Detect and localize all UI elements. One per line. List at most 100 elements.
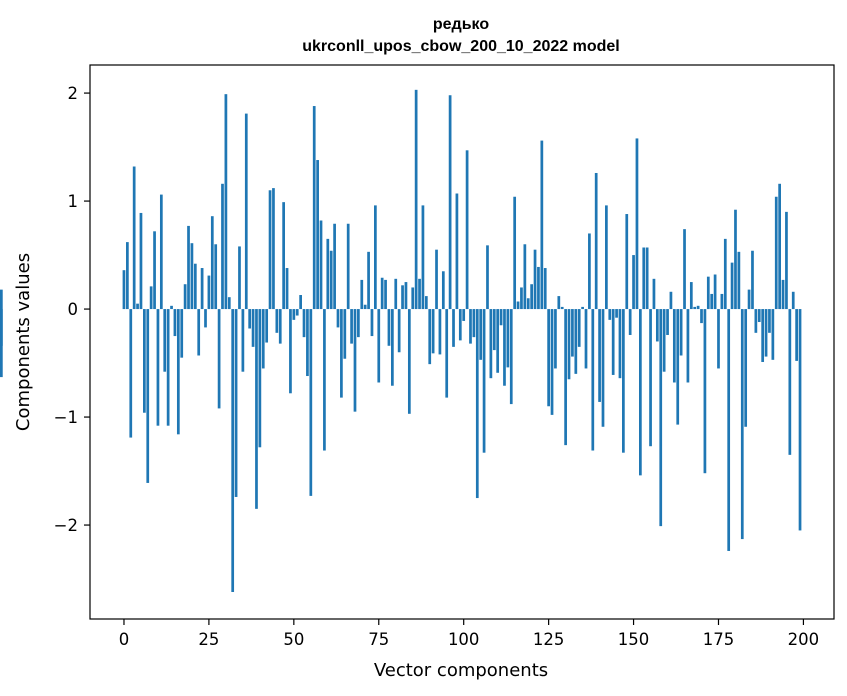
bar xyxy=(255,309,258,509)
bar xyxy=(404,282,408,310)
bar xyxy=(343,309,347,359)
bar xyxy=(526,298,530,310)
bar xyxy=(676,309,680,425)
bar xyxy=(475,309,479,499)
y-tick-label: 1 xyxy=(68,192,79,211)
bar xyxy=(272,188,275,310)
bar xyxy=(180,309,184,358)
bar xyxy=(193,263,197,310)
bar xyxy=(717,309,720,369)
bar xyxy=(292,309,296,320)
bar xyxy=(547,309,550,407)
bar xyxy=(645,247,649,310)
bar xyxy=(513,196,517,310)
bar xyxy=(397,309,401,353)
x-tick-label: 175 xyxy=(703,630,735,649)
bar xyxy=(781,279,785,310)
bar xyxy=(632,255,635,310)
bar xyxy=(407,309,411,414)
bar xyxy=(346,223,350,310)
bar xyxy=(649,309,652,447)
bar xyxy=(401,285,404,310)
bar xyxy=(414,89,418,310)
bar xyxy=(190,243,194,310)
bar xyxy=(234,309,238,497)
bar xyxy=(122,270,126,310)
bar xyxy=(187,225,190,310)
bar xyxy=(357,309,360,338)
bar xyxy=(489,309,493,379)
bar xyxy=(312,106,316,310)
bar xyxy=(448,95,452,310)
bar xyxy=(710,293,714,310)
plot-frame xyxy=(89,64,835,620)
bar xyxy=(601,309,605,427)
bar xyxy=(173,309,177,337)
bar xyxy=(605,205,608,310)
bar xyxy=(268,190,272,310)
bar xyxy=(200,268,204,310)
bar xyxy=(299,295,302,310)
bar xyxy=(350,309,353,344)
bar xyxy=(176,309,180,435)
bar xyxy=(251,309,255,347)
bar xyxy=(778,183,781,310)
bar xyxy=(537,266,540,310)
bar xyxy=(618,309,622,379)
bar xyxy=(214,244,218,310)
bar xyxy=(156,309,160,426)
bar xyxy=(431,309,435,354)
x-tick-label: 50 xyxy=(283,630,304,649)
bar xyxy=(336,309,340,328)
bar xyxy=(210,216,214,310)
bar xyxy=(285,268,289,310)
bar xyxy=(486,245,489,310)
bar xyxy=(204,309,207,328)
bar xyxy=(421,205,425,310)
bar xyxy=(482,309,486,453)
bar xyxy=(662,309,666,372)
bar xyxy=(136,303,139,310)
bar xyxy=(591,309,595,451)
bar xyxy=(730,262,734,310)
bar xyxy=(469,309,472,344)
bar xyxy=(424,296,428,310)
bar xyxy=(411,287,415,310)
bar xyxy=(241,309,245,372)
x-tick-label: 75 xyxy=(368,630,389,649)
bar xyxy=(571,309,574,357)
chart-title: редько xyxy=(433,16,489,33)
bar xyxy=(316,160,319,310)
bar xyxy=(686,309,690,383)
bar xyxy=(227,297,231,310)
bar xyxy=(329,250,333,310)
bar xyxy=(785,211,788,310)
x-axis: 0 25 50 75 100 125 150 175 200 xyxy=(119,619,819,649)
bar xyxy=(720,293,724,310)
bar xyxy=(628,309,632,335)
bar xyxy=(462,309,466,321)
bar xyxy=(642,247,646,310)
bar xyxy=(594,172,598,310)
bar xyxy=(516,301,520,310)
bar xyxy=(207,275,211,310)
bar xyxy=(751,250,754,310)
bar xyxy=(625,214,629,310)
bar xyxy=(380,277,384,310)
bar xyxy=(543,268,547,310)
bar xyxy=(520,287,523,310)
bar xyxy=(771,309,775,360)
bar xyxy=(567,309,571,380)
bar xyxy=(302,309,306,338)
bar xyxy=(221,183,224,310)
bar xyxy=(166,309,170,426)
bar xyxy=(581,306,584,310)
bar xyxy=(0,289,3,310)
x-tick-label: 150 xyxy=(618,630,650,649)
bar xyxy=(757,309,761,323)
bar xyxy=(672,309,676,383)
bar xyxy=(723,238,727,310)
bar xyxy=(197,309,201,356)
bar xyxy=(370,309,374,337)
bar xyxy=(740,309,744,540)
